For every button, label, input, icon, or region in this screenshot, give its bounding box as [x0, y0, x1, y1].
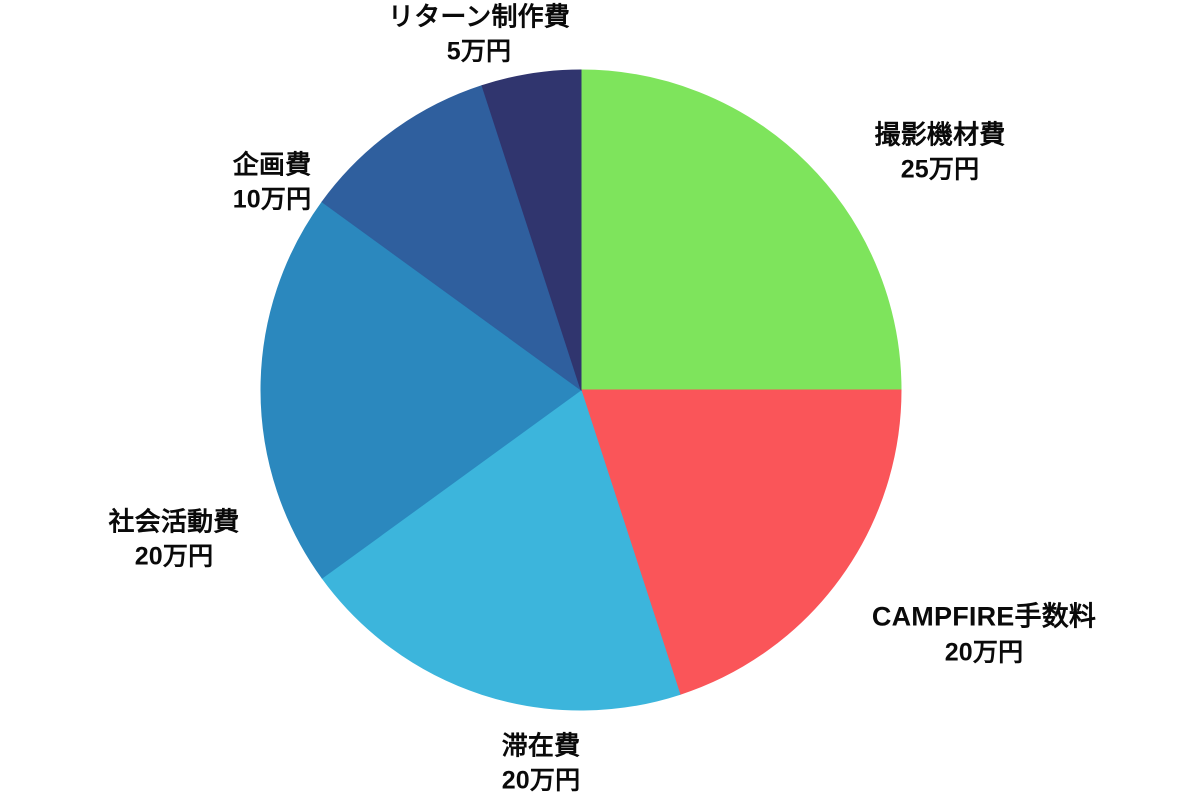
pie-slice[interactable] [260, 201, 582, 579]
pie-slice[interactable] [580, 69, 902, 391]
pie-slice[interactable] [321, 389, 681, 711]
pie-slice[interactable] [481, 69, 582, 391]
pie-slice[interactable] [580, 389, 902, 695]
pie-slice[interactable] [321, 85, 582, 392]
